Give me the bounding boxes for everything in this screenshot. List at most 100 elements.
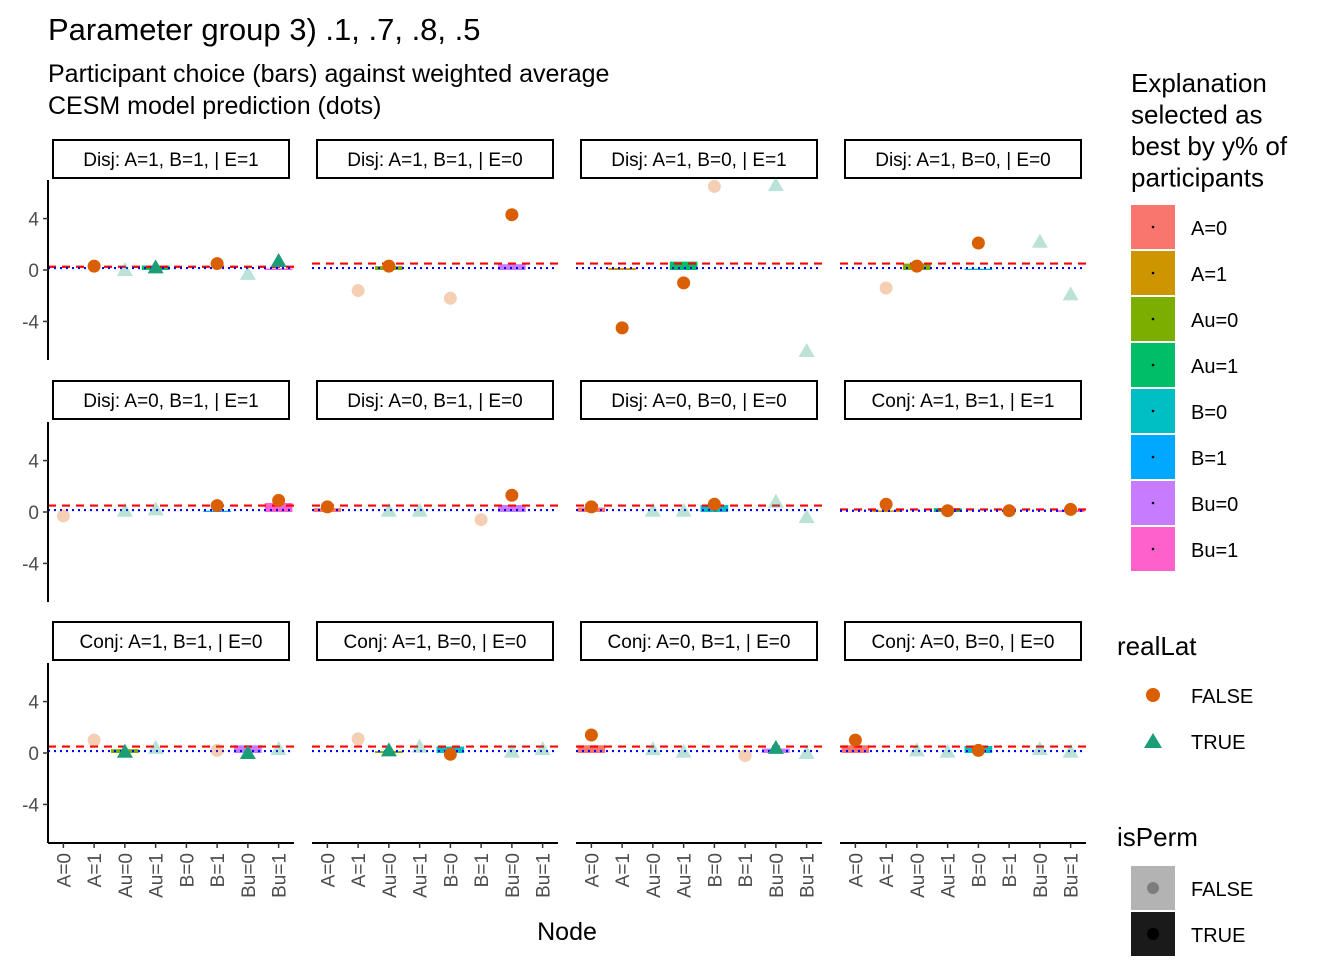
legend-reallat-triangle-key — [1144, 733, 1162, 748]
bar — [669, 261, 698, 270]
data-point-circle — [272, 493, 286, 507]
legend-reallat-label: FALSE — [1191, 686, 1253, 708]
data-point-triangle — [380, 502, 397, 517]
x-tick-label: B=1 — [1000, 853, 1021, 887]
legend-key-dot — [1151, 317, 1155, 321]
y-tick-label: 0 — [28, 744, 39, 765]
data-point-circle — [584, 500, 598, 514]
facet-strip — [844, 380, 1082, 420]
data-point-circle — [910, 259, 924, 273]
data-point-circle — [615, 321, 629, 335]
data-point-triangle — [798, 509, 815, 524]
facet-strip — [580, 139, 818, 179]
x-tick-label: Au=1 — [939, 853, 960, 898]
data-point-circle — [1002, 504, 1016, 518]
facet-strip-label: Disj: A=0, B=1, | E=1 — [83, 391, 259, 412]
x-tick-label: A=1 — [613, 853, 634, 887]
bar — [608, 268, 636, 270]
facet-strip-label: Conj: A=0, B=0, | E=0 — [872, 632, 1055, 653]
legend-key-dot — [1151, 363, 1155, 367]
y-tick-label: -4 — [22, 312, 39, 333]
data-point-triangle — [767, 739, 784, 754]
facet-strip-label: Disj: A=1, B=0, | E=0 — [875, 150, 1051, 171]
facet-strip — [52, 621, 290, 661]
data-point-circle — [971, 236, 985, 250]
bar — [841, 745, 870, 753]
facet-panel: Disj: A=1, B=0, | E=0 — [840, 139, 1086, 301]
facet-strip — [844, 139, 1082, 179]
chart-title: Parameter group 3) .1, .7, .8, .5 — [48, 12, 481, 47]
x-tick-label: Bu=1 — [270, 853, 291, 898]
x-tick-label: Au=1 — [675, 853, 696, 898]
data-point-triangle — [147, 501, 164, 516]
data-point-triangle — [908, 742, 925, 757]
data-point-triangle — [798, 745, 815, 759]
data-point-triangle — [798, 343, 815, 357]
facet-strip-label: Disj: A=0, B=0, | E=0 — [611, 391, 787, 412]
y-tick-label: -4 — [22, 554, 39, 575]
bar — [498, 504, 526, 512]
y-tick-label: -4 — [22, 795, 39, 816]
data-point-circle — [707, 179, 721, 193]
x-tick-label: Au=0 — [116, 853, 137, 898]
legend-fill-label: Au=1 — [1191, 356, 1238, 378]
facet-strip-label: Disj: A=0, B=1, | E=0 — [347, 391, 523, 412]
x-tick-label: B=0 — [705, 853, 726, 887]
data-point-triangle — [270, 741, 287, 756]
data-point-circle — [971, 743, 985, 757]
chart-subtitle-line-1: Participant choice (bars) against weight… — [48, 60, 609, 88]
x-tick-label: A=0 — [582, 853, 603, 887]
data-point-circle — [738, 749, 752, 763]
x-tick-label: Au=1 — [147, 853, 168, 898]
legend-fill-label: A=1 — [1191, 264, 1227, 286]
x-tick-label: B=0 — [177, 853, 198, 887]
x-tick-label: A=0 — [54, 853, 75, 887]
facet-strip — [580, 380, 818, 420]
data-point-triangle — [503, 743, 520, 758]
facet-panel: Conj: A=1, B=1, | E=1 — [840, 380, 1086, 518]
x-tick-label: B=1 — [736, 853, 757, 887]
facet-panel: Conj: A=1, B=0, | E=0 A=0 A=1 Au=0 Au=1 B=0 B=… — [312, 621, 558, 898]
facet-strip — [316, 380, 554, 420]
data-point-triangle — [1062, 286, 1079, 301]
facet-panel: Conj: A=0, B=0, | E=0 A=0 A=1 Au=0 Au=1 B=0 B=… — [840, 621, 1086, 898]
x-tick-label: A=1 — [877, 853, 898, 887]
chart-subtitle-line-2: CESM model prediction (dots) — [48, 92, 381, 120]
data-point-triangle — [534, 741, 551, 756]
legend-fill-label: Au=0 — [1191, 310, 1238, 332]
data-point-circle — [210, 743, 224, 757]
facet-strip-label: Disj: A=1, B=1, | E=0 — [347, 150, 523, 171]
facet-panel: Disj: A=1, B=1, | E=1 -4 0 4 — [22, 139, 294, 360]
data-point-circle — [505, 488, 519, 502]
legend-key-dot — [1151, 547, 1155, 551]
x-tick-label: A=0 — [318, 853, 339, 887]
bar — [872, 510, 900, 512]
data-point-triangle — [116, 262, 133, 276]
legend-isperm-label: TRUE — [1191, 925, 1245, 947]
x-tick-label: Bu=0 — [1031, 853, 1052, 898]
bar — [964, 268, 993, 270]
bar — [577, 745, 606, 753]
facet-strip-label: Disj: A=1, B=0, | E=1 — [611, 150, 787, 171]
data-point-circle — [879, 497, 893, 511]
data-point-triangle — [411, 502, 428, 517]
legend-fill-label: Bu=1 — [1191, 540, 1238, 562]
bar — [264, 268, 293, 270]
facet-strip — [52, 380, 290, 420]
data-point-circle — [87, 733, 101, 747]
x-axis-label: Node — [537, 918, 597, 946]
legend-fill-title: Explanation — [1131, 68, 1267, 98]
legend-reallat-circle-key — [1146, 688, 1160, 702]
legend-fill-title: best by y% of — [1131, 131, 1288, 161]
data-point-circle — [677, 276, 691, 290]
legend-reallat-title: realLat — [1117, 631, 1197, 661]
x-tick-label: Bu=1 — [798, 853, 819, 898]
data-point-circle — [1064, 502, 1078, 516]
data-point-triangle — [147, 739, 164, 754]
facet-panel: Disj: A=0, B=1, | E=0 — [312, 380, 558, 527]
facet-strip-label: Conj: A=1, B=1, | E=1 — [872, 391, 1055, 412]
data-point-triangle — [380, 742, 397, 757]
facet-panel: Disj: A=1, B=0, | E=1 — [576, 139, 822, 357]
data-point-triangle — [411, 738, 428, 753]
